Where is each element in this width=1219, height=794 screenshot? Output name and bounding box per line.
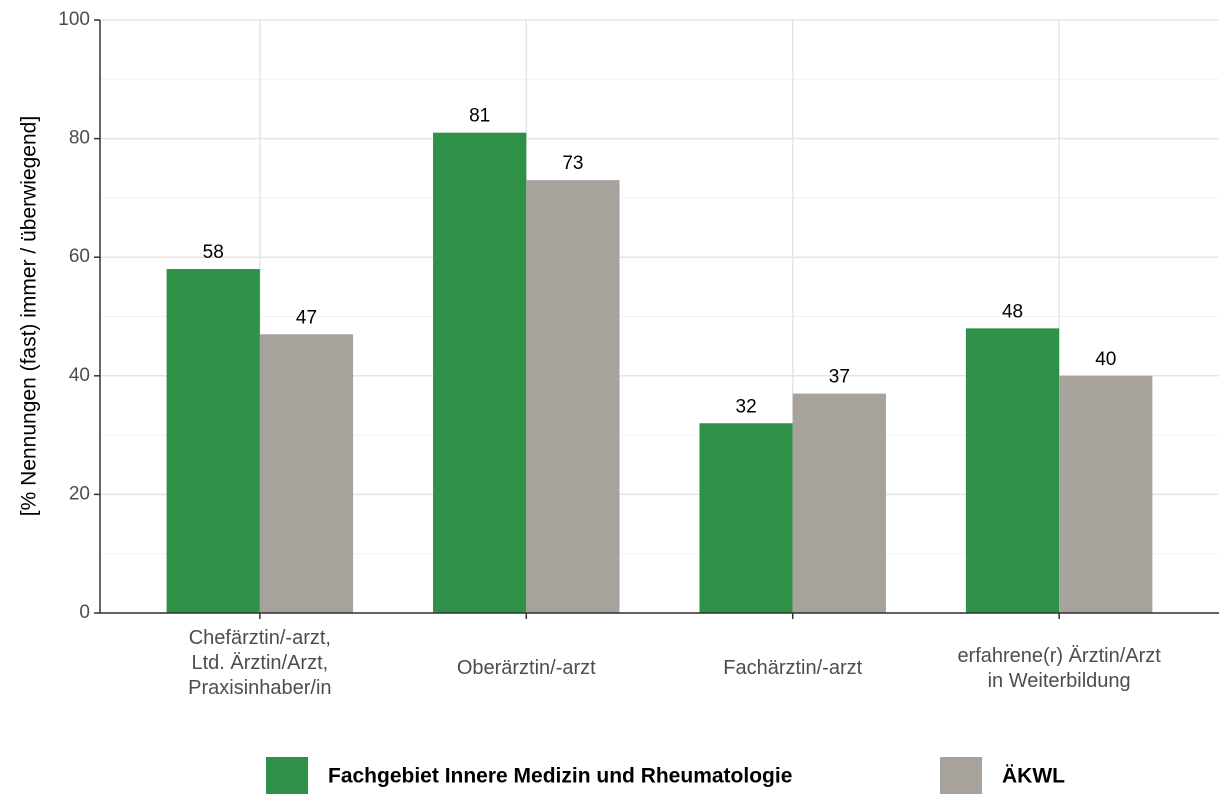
bar bbox=[792, 393, 886, 613]
y-tick-label: 0 bbox=[79, 602, 90, 623]
legend-swatch bbox=[266, 757, 308, 794]
y-axis-label: [% Nennungen (fast) immer / überwiegend] bbox=[18, 116, 41, 516]
x-tick-label: Oberärztin/-arzt bbox=[456, 657, 596, 679]
data-label: 58 bbox=[203, 242, 224, 263]
data-label: 81 bbox=[469, 106, 490, 127]
x-tick-label: Fachärztin/-arzt bbox=[723, 657, 863, 679]
data-label: 48 bbox=[1002, 301, 1023, 322]
bar bbox=[1059, 375, 1153, 613]
legend-swatch bbox=[940, 757, 982, 794]
data-label: 32 bbox=[736, 396, 757, 417]
data-label: 47 bbox=[296, 307, 317, 328]
bar bbox=[699, 423, 793, 613]
y-tick-label: 60 bbox=[69, 246, 90, 267]
bar bbox=[259, 334, 354, 613]
y-tick-label: 100 bbox=[58, 9, 90, 30]
x-tick-label: Chefärztin/-arzt, Ltd. Ärztin/Arzt, Prax… bbox=[188, 627, 332, 699]
x-tick-label: erfahrene(r) Ärztin/Arzt in Weiterbildun… bbox=[957, 645, 1161, 692]
data-label: 73 bbox=[562, 153, 583, 174]
bar bbox=[965, 328, 1060, 613]
data-label: 40 bbox=[1095, 349, 1116, 370]
legend-label: ÄKWL bbox=[1002, 765, 1065, 788]
y-tick-label: 20 bbox=[69, 483, 90, 504]
data-label: 37 bbox=[829, 367, 850, 388]
legend-label: Fachgebiet Innere Medizin und Rheumatolo… bbox=[328, 765, 792, 788]
bar bbox=[433, 132, 527, 614]
bar bbox=[526, 180, 620, 614]
bar bbox=[166, 269, 260, 613]
y-tick-label: 80 bbox=[69, 128, 90, 149]
y-tick-label: 40 bbox=[69, 365, 90, 386]
